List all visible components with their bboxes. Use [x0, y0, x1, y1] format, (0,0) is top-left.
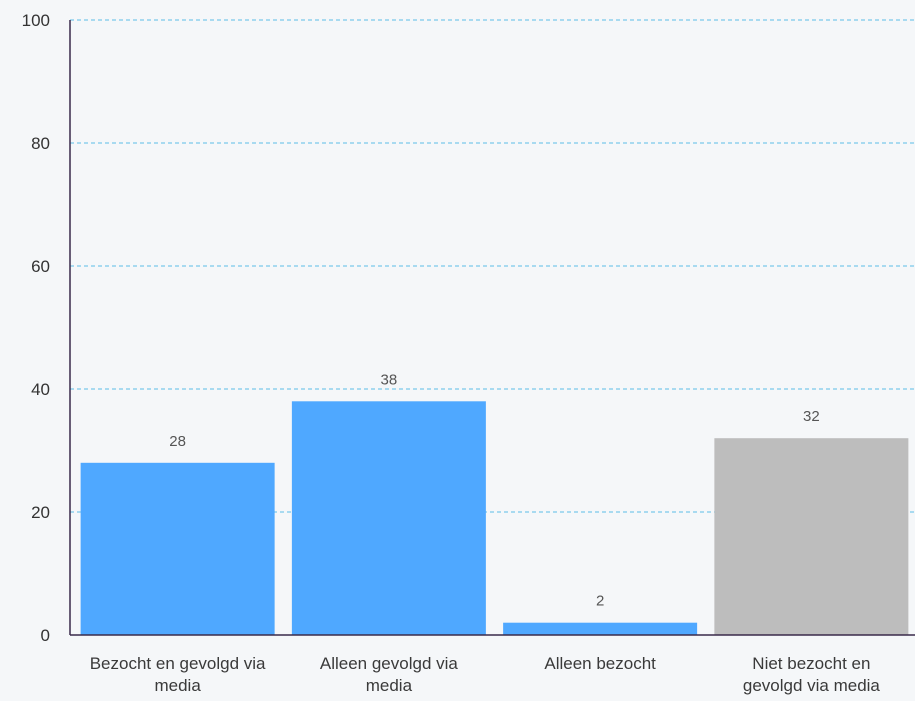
- category-label-line: media: [154, 676, 201, 695]
- bars: [80, 401, 909, 635]
- data-label-3: 2: [596, 593, 604, 610]
- y-tick-label: 40: [31, 380, 50, 399]
- bar-3: [503, 622, 698, 635]
- category-label-3: Alleen bezocht: [544, 654, 656, 673]
- category-label-line: Alleen gevolgd via: [320, 654, 459, 673]
- data-label-1: 28: [169, 433, 186, 450]
- bar-4: [714, 438, 909, 635]
- category-label-1: Bezocht en gevolgd via media: [90, 654, 266, 695]
- data-labels: 28 38 2 32: [169, 371, 819, 609]
- category-label-line: Niet bezocht en: [752, 654, 870, 673]
- y-tick-label: 0: [41, 626, 50, 645]
- category-label-4: Niet bezocht en gevolgd via media: [743, 654, 881, 695]
- y-tick-label: 20: [31, 503, 50, 522]
- y-axis-ticks: 0 20 40 60 80 100: [22, 11, 50, 645]
- bar-2: [291, 401, 486, 635]
- category-label-line: gevolgd via media: [743, 676, 881, 695]
- category-label-line: Bezocht en gevolgd via: [90, 654, 266, 673]
- bar-1: [80, 462, 275, 635]
- y-tick-label: 100: [22, 11, 50, 30]
- category-label-line: media: [366, 676, 413, 695]
- category-label-line: Alleen bezocht: [544, 654, 656, 673]
- axes: [69, 20, 915, 636]
- data-label-2: 38: [381, 371, 398, 388]
- y-tick-label: 60: [31, 257, 50, 276]
- data-label-4: 32: [803, 408, 820, 425]
- y-tick-label: 80: [31, 134, 50, 153]
- category-label-2: Alleen gevolgd via media: [320, 654, 459, 695]
